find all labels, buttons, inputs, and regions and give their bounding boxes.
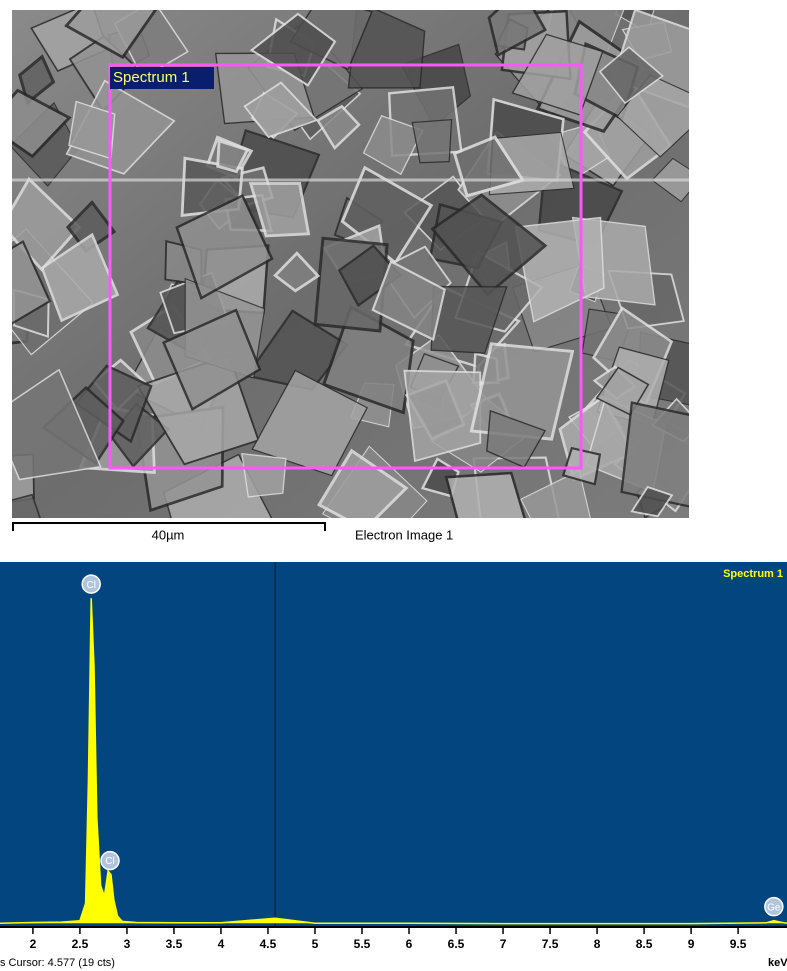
eds-window: Spectrum 1 40µm Electron Image 1 Spectru… xyxy=(0,0,787,971)
x-tick-label: 6.5 xyxy=(448,937,465,951)
peak-label: Ge xyxy=(767,902,781,913)
x-tick-label: 9.5 xyxy=(730,937,747,951)
x-tick-label: 4 xyxy=(218,937,225,951)
spectrum-name: Spectrum 1 xyxy=(723,568,783,580)
x-tick-label: 5 xyxy=(312,937,319,951)
x-tick-label: 8 xyxy=(594,937,601,951)
x-axis-label: keV xyxy=(768,957,787,969)
x-tick-label: 5.5 xyxy=(354,937,371,951)
x-tick-label: 3.5 xyxy=(166,937,183,951)
x-tick-label: 7 xyxy=(500,937,507,951)
peak-label: Cl xyxy=(86,580,95,591)
x-tick-label: 2.5 xyxy=(72,937,89,951)
x-tick-label: 7.5 xyxy=(542,937,559,951)
region-label: Spectrum 1 xyxy=(113,69,190,86)
x-tick-label: 3 xyxy=(124,937,131,951)
x-tick-label: 9 xyxy=(688,937,695,951)
scale-label: 40µm xyxy=(152,527,185,542)
peak-label: Cl xyxy=(105,856,114,867)
crystal xyxy=(622,403,713,508)
x-tick-label: 4.5 xyxy=(260,937,277,951)
x-tick-label: 6 xyxy=(406,937,413,951)
crystal xyxy=(242,454,286,497)
x-tick-label: 2 xyxy=(30,937,37,951)
image-caption: Electron Image 1 xyxy=(355,527,453,542)
x-tick-label: 8.5 xyxy=(636,937,653,951)
status-text: s Cursor: 4.577 (19 cts) xyxy=(0,957,115,969)
spectrum-plot xyxy=(0,562,787,927)
